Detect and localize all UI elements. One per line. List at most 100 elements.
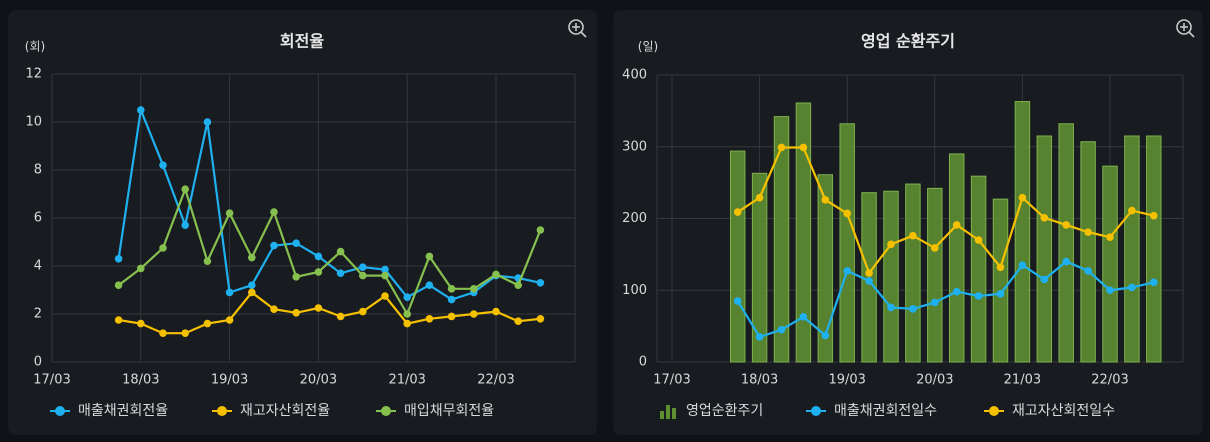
point bbox=[248, 253, 256, 262]
point bbox=[865, 269, 873, 277]
point bbox=[314, 252, 323, 261]
point bbox=[159, 329, 167, 338]
legend-label: 매출채권회전일수 bbox=[834, 403, 937, 419]
point bbox=[1150, 211, 1158, 220]
point bbox=[403, 293, 412, 302]
point bbox=[492, 307, 500, 316]
point bbox=[1128, 283, 1136, 292]
x-tick-label: 18/03 bbox=[122, 373, 159, 388]
bar bbox=[729, 150, 746, 363]
point bbox=[1084, 228, 1092, 236]
point bbox=[514, 317, 522, 326]
point bbox=[359, 307, 367, 316]
y-tick-label: 400 bbox=[622, 68, 647, 83]
point bbox=[1084, 267, 1092, 275]
point bbox=[821, 196, 830, 204]
point bbox=[203, 319, 212, 328]
point bbox=[314, 268, 323, 276]
bar bbox=[1146, 135, 1162, 363]
legend-label: 영업순환주기 bbox=[686, 403, 763, 419]
zoom-icon[interactable] bbox=[1176, 19, 1195, 38]
point bbox=[336, 247, 345, 256]
point bbox=[1040, 275, 1049, 284]
legend-icon bbox=[660, 411, 664, 419]
x-tick-label: 20/03 bbox=[300, 373, 337, 388]
point bbox=[492, 270, 500, 279]
y-tick-label: 2 bbox=[34, 307, 42, 322]
y-axis-unit: (일) bbox=[638, 40, 658, 54]
line bbox=[117, 105, 541, 301]
y-axis-unit: (회) bbox=[25, 40, 45, 54]
point bbox=[359, 271, 367, 280]
point bbox=[270, 305, 278, 314]
point bbox=[931, 244, 939, 252]
bar bbox=[839, 123, 855, 363]
point bbox=[114, 316, 123, 324]
point bbox=[755, 193, 764, 202]
bar bbox=[1058, 123, 1074, 363]
point bbox=[403, 319, 412, 328]
x-tick-label: 18/03 bbox=[741, 373, 778, 388]
bar bbox=[795, 102, 812, 363]
point bbox=[425, 252, 434, 261]
bar bbox=[1080, 141, 1096, 363]
point bbox=[733, 297, 742, 305]
point bbox=[381, 271, 389, 280]
y-tick-label: 200 bbox=[622, 211, 647, 226]
point bbox=[314, 304, 323, 312]
point bbox=[733, 208, 742, 216]
point bbox=[359, 263, 367, 272]
point bbox=[381, 265, 389, 274]
point bbox=[470, 285, 478, 293]
point bbox=[1018, 261, 1027, 269]
bar bbox=[905, 183, 921, 363]
point bbox=[425, 315, 434, 323]
y-tick-label: 300 bbox=[622, 139, 647, 154]
point bbox=[336, 312, 345, 321]
point bbox=[248, 281, 256, 290]
x-tick-label: 17/03 bbox=[653, 373, 690, 388]
point bbox=[425, 281, 434, 290]
point bbox=[137, 319, 145, 328]
bar bbox=[970, 175, 987, 363]
point bbox=[292, 273, 301, 281]
legend-label: 매입채무회전율 bbox=[404, 403, 494, 419]
point bbox=[952, 287, 961, 296]
point bbox=[270, 241, 278, 250]
x-tick-label: 20/03 bbox=[916, 373, 953, 388]
bar bbox=[883, 190, 899, 363]
bar bbox=[927, 187, 943, 363]
point bbox=[1150, 278, 1158, 287]
point bbox=[909, 305, 917, 313]
point bbox=[514, 281, 522, 290]
zoom-icon[interactable] bbox=[568, 19, 587, 38]
y-tick-label: 6 bbox=[34, 211, 42, 226]
point bbox=[203, 257, 212, 266]
point bbox=[536, 226, 545, 234]
point bbox=[843, 209, 851, 218]
y-tick-label: 8 bbox=[34, 163, 42, 178]
point bbox=[292, 309, 301, 317]
legend-label: 재고자산회전일수 bbox=[1012, 403, 1115, 419]
point bbox=[447, 312, 456, 321]
bar bbox=[1036, 135, 1053, 363]
point bbox=[292, 239, 301, 247]
point bbox=[447, 285, 456, 293]
x-tick-label: 21/03 bbox=[388, 373, 425, 388]
point bbox=[159, 161, 167, 169]
point bbox=[887, 303, 895, 312]
x-tick-label: 22/03 bbox=[1091, 373, 1128, 388]
point bbox=[1128, 206, 1136, 215]
y-tick-label: 100 bbox=[622, 283, 647, 298]
point bbox=[536, 279, 545, 287]
point bbox=[470, 310, 478, 318]
point bbox=[203, 118, 212, 126]
point bbox=[821, 331, 830, 340]
point bbox=[181, 221, 189, 229]
point bbox=[777, 143, 786, 152]
point bbox=[137, 106, 145, 114]
bar bbox=[817, 174, 834, 363]
point bbox=[952, 221, 961, 229]
legend-icon bbox=[381, 406, 391, 416]
point bbox=[931, 298, 939, 307]
